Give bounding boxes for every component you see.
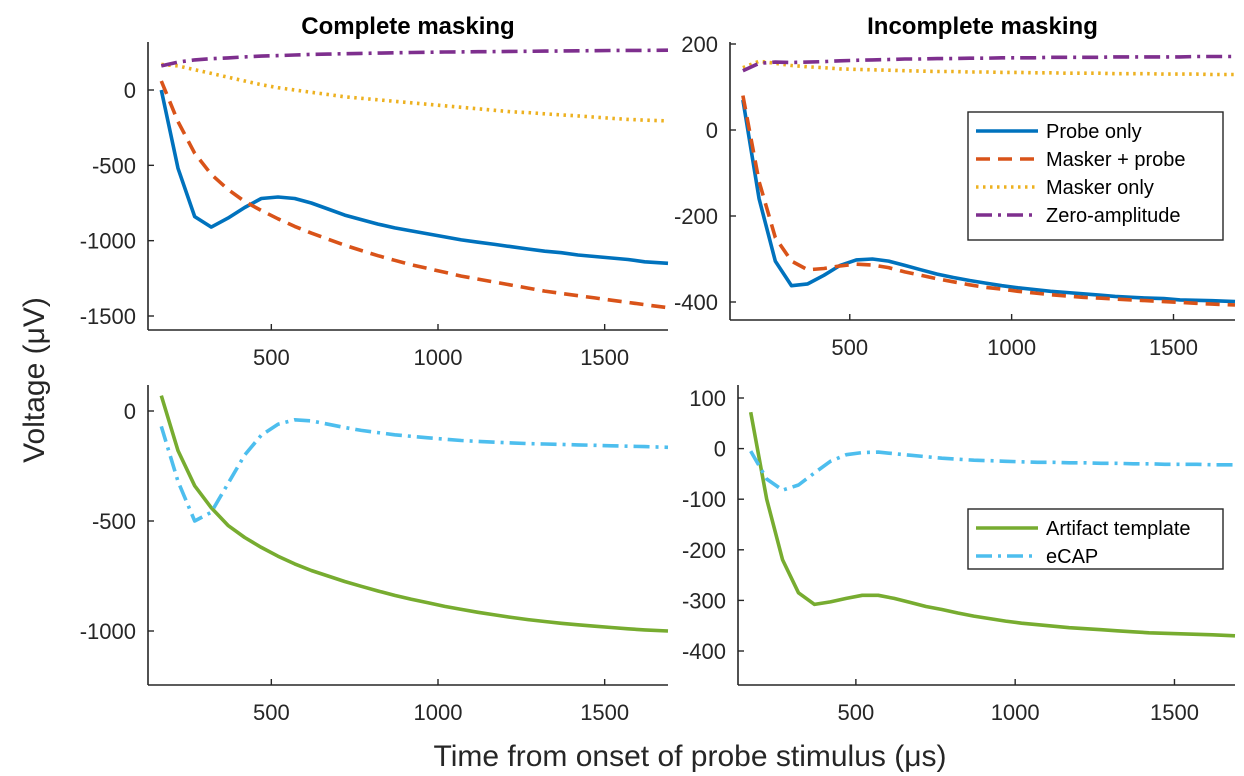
- figure-x-axis-label: Time from onset of probe stimulus (μs): [434, 740, 947, 773]
- legend: Probe only Masker + probe Masker only Zero-…: [967, 111, 1224, 241]
- y-tick-label: 0: [124, 399, 136, 424]
- series-line-zero-amplitude: [160, 48, 669, 68]
- chart-title: Incomplete masking: [867, 13, 1098, 40]
- y-tick-label: -500: [92, 509, 136, 534]
- y-tick-label: 200: [681, 32, 718, 57]
- y-tick-label: -1000: [80, 229, 136, 254]
- y-tick-label: -1500: [80, 304, 136, 329]
- y-tick-label: 100: [689, 386, 726, 411]
- figure-y-axis-label: Voltage (μV): [18, 297, 51, 463]
- x-tick-label: 1500: [1149, 335, 1198, 360]
- y-tick-label: -1000: [80, 619, 136, 644]
- series-line-ecap: [159, 417, 669, 523]
- series-line-artifact-template: [748, 411, 1236, 638]
- y-tick-label: -400: [682, 639, 726, 664]
- legend-box: [967, 508, 1224, 570]
- chart-panel-3: 0 -500 -1000 500 1000 1500: [80, 385, 669, 725]
- series-line-masker-only: [161, 62, 669, 123]
- series-line-masker-probe: [159, 80, 669, 310]
- x-tick-label: 1500: [1150, 700, 1199, 725]
- x-tick-label: 500: [831, 335, 868, 360]
- chart-panel-1: 0 -500 -1000 -1500 500 1000 1500 Complete maski…: [80, 13, 669, 370]
- y-tick-label: -100: [682, 487, 726, 512]
- y-tick-label: 0: [714, 437, 726, 462]
- legend: Artifact template eCAP: [967, 508, 1224, 570]
- x-tick-label: 1500: [580, 345, 629, 370]
- legend-entry-label: Masker only: [1046, 177, 1154, 199]
- y-tick-label: -200: [682, 538, 726, 563]
- y-tick-label: 0: [706, 118, 718, 143]
- y-tick-label: -200: [674, 204, 718, 229]
- x-tick-label: 500: [253, 345, 290, 370]
- y-tick-label: -300: [682, 588, 726, 613]
- x-tick-label: 1000: [987, 335, 1036, 360]
- x-tick-label: 500: [253, 700, 290, 725]
- series-line-probe-only: [159, 89, 669, 266]
- chart-title: Complete masking: [301, 13, 514, 40]
- x-tick-label: 1000: [414, 700, 463, 725]
- x-tick-label: 1000: [414, 345, 463, 370]
- x-tick-label: 1000: [991, 700, 1040, 725]
- legend-entry-label: Artifact template: [1046, 518, 1191, 540]
- legend-entry-label: Masker + probe: [1046, 149, 1186, 171]
- legend-entry-label: Zero-amplitude: [1046, 205, 1181, 227]
- legend-box: [967, 111, 1224, 241]
- y-tick-label: 0: [124, 78, 136, 103]
- series-line-masker-only: [742, 59, 1235, 77]
- chart-panel-2: 200 0 -200 -400 500 1000 1500 Incomplete maskin…: [674, 13, 1236, 360]
- legend-entry-label: eCAP: [1046, 546, 1098, 568]
- legend-entry-label: Probe only: [1046, 121, 1142, 143]
- series-line-zero-amplitude: [742, 54, 1235, 73]
- y-tick-label: -400: [674, 290, 718, 315]
- y-tick-label: -500: [92, 153, 136, 178]
- series-line-masker-probe: [741, 95, 1236, 307]
- x-tick-label: 1500: [580, 700, 629, 725]
- series-line-ecap: [749, 450, 1235, 492]
- series-line-artifact-template: [159, 395, 669, 633]
- x-tick-label: 500: [838, 700, 875, 725]
- series-line-probe-only: [741, 99, 1236, 304]
